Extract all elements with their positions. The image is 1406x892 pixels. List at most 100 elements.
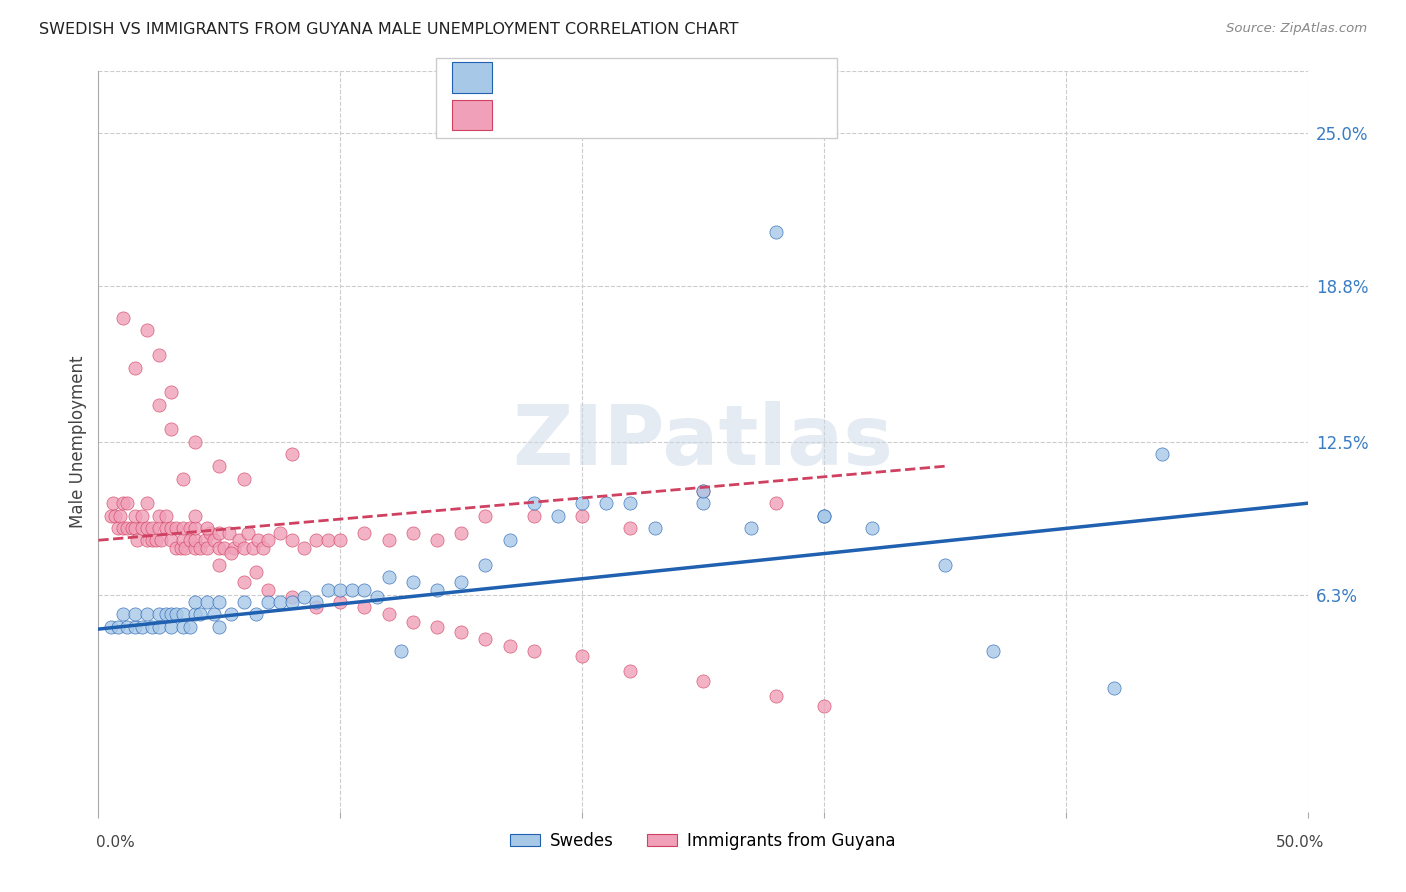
Point: [135, 324, 157, 338]
Point: [221, 546, 243, 560]
Point: [111, 311, 134, 326]
Point: [218, 525, 240, 540]
Point: [934, 558, 956, 572]
Point: [148, 521, 170, 535]
Point: [135, 521, 157, 535]
Point: [107, 521, 129, 535]
Text: Source: ZipAtlas.com: Source: ZipAtlas.com: [1226, 22, 1367, 36]
Point: [208, 459, 231, 474]
Point: [523, 508, 546, 523]
Point: [100, 620, 122, 634]
Legend: Swedes, Immigrants from Guyana: Swedes, Immigrants from Guyana: [503, 825, 903, 856]
Point: [281, 595, 304, 609]
Point: [172, 533, 194, 548]
Point: [165, 541, 187, 555]
Point: [316, 533, 339, 548]
Point: [124, 508, 146, 523]
Point: [232, 472, 254, 486]
Point: [247, 533, 270, 548]
Point: [221, 607, 243, 622]
Point: [981, 644, 1004, 658]
Point: [228, 533, 250, 548]
Point: [184, 533, 207, 548]
Point: [135, 496, 157, 510]
Point: [184, 521, 207, 535]
Point: [179, 533, 201, 548]
Point: [377, 570, 399, 584]
Point: [329, 595, 352, 609]
Point: [860, 521, 883, 535]
Point: [1102, 681, 1125, 696]
Point: [547, 508, 569, 523]
Point: [124, 521, 146, 535]
Point: [160, 385, 183, 400]
Text: N =: N =: [668, 107, 697, 122]
Text: 50.0%: 50.0%: [1277, 836, 1324, 850]
Point: [377, 607, 399, 622]
Point: [148, 508, 170, 523]
Point: [184, 541, 207, 555]
Point: [366, 590, 388, 604]
Point: [195, 521, 218, 535]
Point: [172, 620, 194, 634]
Point: [523, 644, 546, 658]
Point: [232, 595, 254, 609]
Point: [131, 620, 153, 634]
Point: [179, 620, 201, 634]
Point: [329, 582, 352, 597]
Point: [316, 582, 339, 597]
Bar: [451, 100, 492, 130]
Point: [232, 541, 254, 555]
Point: [111, 521, 134, 535]
Point: [155, 508, 177, 523]
Point: [184, 595, 207, 609]
Point: [353, 525, 375, 540]
Point: [238, 525, 260, 540]
Point: [172, 521, 194, 535]
Point: [644, 521, 666, 535]
Point: [150, 533, 173, 548]
Point: [377, 533, 399, 548]
Point: [523, 496, 546, 510]
Point: [474, 632, 496, 646]
Point: [292, 590, 315, 604]
Point: [426, 620, 449, 634]
Point: [117, 620, 139, 634]
Point: [169, 541, 191, 555]
Point: [101, 496, 124, 510]
Point: [353, 582, 375, 597]
Point: [269, 595, 291, 609]
Point: [242, 541, 264, 555]
Point: [281, 533, 304, 548]
Point: [450, 624, 472, 639]
Point: [127, 533, 149, 548]
Point: [121, 521, 143, 535]
Point: [160, 533, 183, 548]
Point: [222, 541, 245, 555]
Text: SWEDISH VS IMMIGRANTS FROM GUYANA MALE UNEMPLOYMENT CORRELATION CHART: SWEDISH VS IMMIGRANTS FROM GUYANA MALE U…: [39, 22, 740, 37]
Y-axis label: Male Unemployment: Male Unemployment: [69, 355, 87, 528]
Point: [245, 607, 267, 622]
Point: [179, 521, 201, 535]
Point: [740, 521, 762, 535]
Point: [148, 620, 170, 634]
Point: [148, 348, 170, 362]
Point: [135, 607, 157, 622]
Point: [208, 620, 231, 634]
Point: [342, 582, 364, 597]
Point: [619, 521, 641, 535]
Point: [1152, 447, 1174, 461]
Point: [141, 533, 163, 548]
Point: [195, 595, 218, 609]
Point: [117, 496, 139, 510]
Point: [204, 533, 226, 548]
Point: [692, 673, 714, 688]
Point: [212, 541, 235, 555]
Point: [269, 525, 291, 540]
Point: [813, 508, 835, 523]
Point: [571, 649, 593, 664]
Point: [292, 541, 315, 555]
Text: 0.182: 0.182: [564, 107, 612, 122]
Point: [474, 558, 496, 572]
Point: [765, 225, 787, 239]
